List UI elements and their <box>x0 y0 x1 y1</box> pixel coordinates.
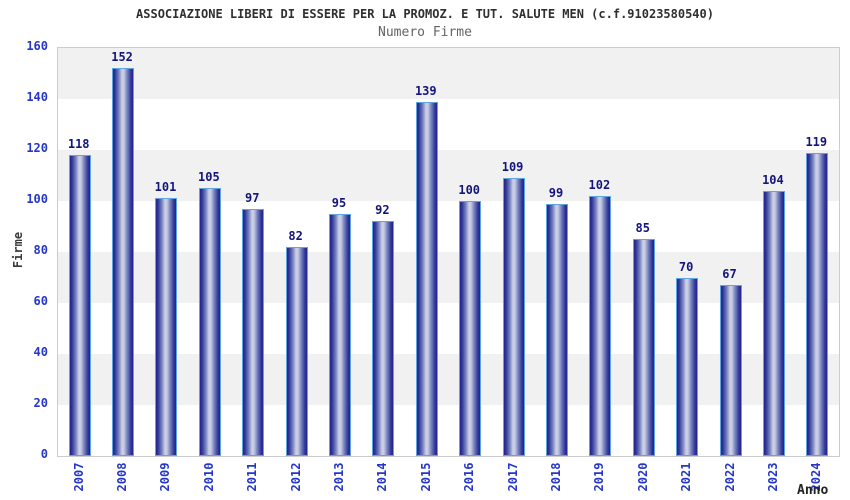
plot-area <box>57 47 840 457</box>
bar-value-label: 92 <box>375 203 390 218</box>
x-axis-title: Anno <box>797 483 829 498</box>
bar <box>502 178 525 456</box>
bar <box>589 195 612 456</box>
x-tick-label: 2023 <box>765 462 780 492</box>
bar-value-label: 100 <box>458 183 481 197</box>
bar <box>242 208 265 456</box>
bar <box>632 239 655 456</box>
y-tick-label: 80 <box>33 243 48 257</box>
bar-value-label: 67 <box>722 267 737 282</box>
x-tick-label: 2007 <box>71 462 86 492</box>
bar <box>806 152 829 456</box>
x-tick-label: 2015 <box>418 462 433 492</box>
bar <box>545 203 568 456</box>
bar-value-label: 139 <box>414 83 437 98</box>
y-tick-label: 160 <box>26 39 48 53</box>
bar-value-label: 101 <box>154 180 177 195</box>
x-tick-label: 2022 <box>722 462 737 492</box>
bar <box>459 201 482 456</box>
x-tick-label: 2013 <box>332 462 347 492</box>
bar-value-label: 102 <box>588 177 611 192</box>
bar-value-label: 105 <box>198 170 220 185</box>
x-tick-label: 2008 <box>115 462 130 492</box>
bar <box>285 246 308 456</box>
chart-subtitle: Numero Firme <box>378 25 472 40</box>
bar <box>112 68 135 456</box>
x-tick-label: 2014 <box>375 462 390 492</box>
bar-value-label: 104 <box>762 172 784 187</box>
y-tick-label: 120 <box>26 141 48 155</box>
y-tick-label: 100 <box>26 192 48 206</box>
bar-value-label: 95 <box>331 195 347 210</box>
bar-value-label: 70 <box>678 259 694 274</box>
x-tick-label: 2018 <box>548 462 563 492</box>
x-tick-label: 2021 <box>679 462 694 492</box>
y-tick-label: 20 <box>33 396 48 410</box>
x-tick-label: 2010 <box>201 462 216 492</box>
y-tick-label: 60 <box>33 294 48 308</box>
bar-value-label: 99 <box>548 185 564 200</box>
bar <box>68 155 91 456</box>
bar <box>762 190 785 456</box>
chart-title: ASSOCIAZIONE LIBERI DI ESSERE PER LA PRO… <box>136 7 714 21</box>
x-tick-label: 2012 <box>288 462 303 492</box>
x-tick-label: 2019 <box>592 462 607 492</box>
bar-value-label: 85 <box>635 221 650 236</box>
bar <box>372 221 395 456</box>
bar-value-label: 119 <box>805 134 828 149</box>
bar-value-label: 152 <box>111 50 133 65</box>
bar-value-label: 97 <box>245 190 260 205</box>
bar <box>719 285 742 456</box>
x-tick-label: 2020 <box>635 462 650 492</box>
x-tick-label: 2016 <box>462 462 477 492</box>
bar <box>155 198 178 456</box>
y-tick-label: 40 <box>33 345 48 359</box>
y-tick-label: 140 <box>26 90 48 104</box>
x-tick-label: 2009 <box>158 462 173 492</box>
bar <box>329 213 352 456</box>
y-tick-label: 0 <box>40 447 48 461</box>
bar-value-label: 82 <box>288 228 303 243</box>
bar <box>676 277 699 456</box>
bar-value-label: 118 <box>67 137 90 152</box>
bar-value-label: 109 <box>501 160 524 175</box>
x-tick-label: 2011 <box>245 462 260 492</box>
bar <box>198 188 221 456</box>
x-tick-label: 2017 <box>505 462 520 492</box>
bar <box>415 101 438 456</box>
